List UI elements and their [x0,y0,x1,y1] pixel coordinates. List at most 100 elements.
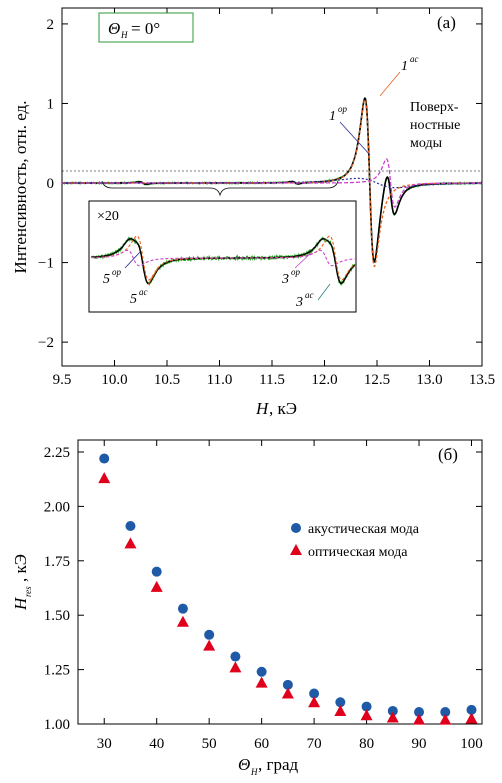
legend-label-acoustic: акустическая мода [308,522,420,537]
b-x-tick-label: 90 [412,736,427,752]
theta-value: = 0° [131,19,160,38]
a-y-tick-label: −1 [38,256,54,272]
b-x-tick-label: 70 [307,736,322,752]
b-x-tick-label: 60 [254,736,269,752]
a-x-tick-label: 10.5 [154,372,180,388]
b-x-tick-label: 80 [359,736,374,752]
surface-line1: Поверх- [410,100,459,115]
point-acoustic [230,651,241,662]
b-y-tick-label: 1.25 [44,663,70,679]
point-acoustic [256,666,267,677]
b-y-tick-label: 1.75 [44,554,70,570]
panel-a-x-ticks: 9.5 10.0 10.5 11.0 11.5 12.0 12.5 13.0 13.5 [53,8,495,388]
inset-label-3op-sup: op [291,267,301,277]
point-optical [360,709,373,721]
point-optical [176,615,189,627]
point-optical [229,661,242,673]
legend-marker-optical [290,544,302,555]
inset-label-3ac-sup: ac [305,290,314,300]
panel-b-x-label: Θ H , град [238,755,299,777]
point-optical [439,713,452,725]
point-acoustic [99,453,110,464]
a-x-tick-label: 12.5 [364,372,390,388]
panel-b-y-symbol: H [11,596,30,611]
label-1op: 1 op [329,104,371,156]
panel-b-points [98,453,478,725]
point-acoustic [440,707,451,718]
panel-b-frame [77,439,483,725]
a-x-tick-label: 13.0 [416,372,442,388]
inset-brace [101,180,339,197]
inset-curves [90,235,356,287]
a-y-tick-label: 2 [47,17,55,33]
point-optical [413,713,426,725]
inset-label-3op-num: 3 [281,272,289,287]
b-y-tick-label: 2.00 [44,499,70,515]
a-y-tick-label: 0 [47,176,55,192]
inset-label-5ac: 5 ac [130,267,159,307]
point-optical [308,696,321,708]
inset-label-5op-num: 5 [103,272,110,287]
theta-badge: Θ H = 0° [98,12,194,43]
panel-b-label: (б) [438,445,458,464]
theta-symbol: Θ [108,19,120,38]
label-1op-sup: op [338,104,348,114]
inset-frame [88,200,357,313]
panel-a-x-label: H , кЭ [255,399,297,418]
inset-label-5op: 5 op [103,251,141,287]
a-x-tick-label: 12.0 [311,372,337,388]
point-optical [203,639,216,651]
legend-marker-acoustic [291,523,301,533]
series-surface-fit [62,158,482,208]
point-acoustic [151,566,162,577]
point-acoustic [177,603,188,614]
point-optical [255,676,268,688]
b-x-tick-label: 40 [149,736,164,752]
inset-label-3op: 3 op [281,251,313,287]
panel-a-curves [61,97,483,268]
point-acoustic [204,629,215,640]
point-acoustic [466,704,477,715]
panel-b-y-label: H res , кЭ [11,554,33,611]
panel-a-x-unit: , кЭ [269,399,297,418]
surface-line3: моды [410,136,443,151]
a-x-tick-label: 10.0 [101,372,127,388]
panel-b-x-ticks: 30 40 50 60 70 80 90 100 [97,440,483,752]
a-y-tick-label: 1 [47,96,55,112]
panel-a-label: (а) [437,13,456,32]
panel-a-x-symbol: H [255,399,270,418]
theta-sub: H [120,30,128,40]
point-acoustic [387,705,398,716]
panel-b-legend: акустическая мода оптическая мода [290,522,420,560]
panel-b-y-unit: , кЭ [11,554,30,582]
point-optical [281,687,294,699]
panel-b-x-unit: , град [258,755,299,774]
point-optical [386,711,399,723]
panel-b-x-sub: H [250,767,258,777]
legend-label-optical: оптическая мода [308,545,408,560]
a-x-tick-label: 11.5 [259,372,285,388]
point-optical [98,472,111,484]
point-optical [334,704,347,716]
inset-scale-label: ×20 [97,209,119,224]
point-acoustic [125,520,136,531]
point-optical [150,580,163,592]
panel-b-y-ticks: 2.25 2.00 1.75 1.50 1.25 1.00 [44,445,482,733]
point-acoustic [309,688,320,699]
panel-b-y-sub: res [23,586,33,597]
b-x-tick-label: 100 [460,736,483,752]
b-y-tick-label: 2.25 [44,445,70,461]
surface-line2: ностные [410,118,460,133]
point-acoustic [361,701,372,712]
b-x-tick-label: 50 [202,736,217,752]
point-optical [465,712,478,724]
a-x-tick-label: 9.5 [53,372,72,388]
panel-a-spectrum: 9.5 10.0 10.5 11.0 11.5 12.0 12.5 13.0 13.5 2 1 0 −… [11,7,495,418]
b-y-tick-label: 1.50 [44,608,70,624]
point-acoustic [282,679,293,690]
panel-a-y-label: Интенсивность, отн. ед. [11,101,30,274]
a-x-tick-label: 13.5 [469,372,495,388]
label-1op-num: 1 [329,109,336,124]
a-y-tick-label: −2 [38,335,54,351]
